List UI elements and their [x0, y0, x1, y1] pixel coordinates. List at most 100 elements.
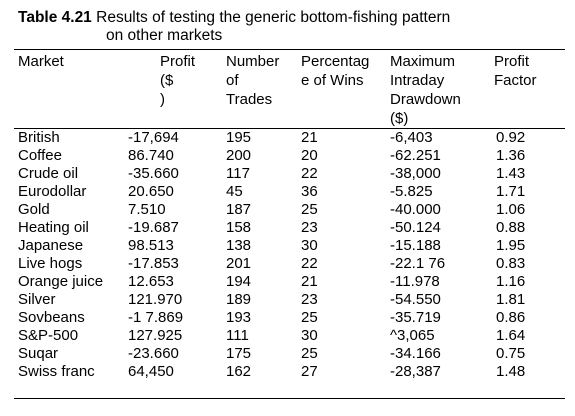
- table-header: Market Profit ($ ) Number of Trades Perc…: [0, 52, 575, 126]
- cell-percentage-of-wins: 30: [301, 237, 318, 254]
- table-row: British -17,694 195 21 -6,403 0.92: [0, 129, 575, 147]
- cell-percentage-of-wins: 21: [301, 273, 318, 290]
- cell-max-intraday-drawdown: -50.124: [390, 219, 441, 236]
- table-row: Gold 7.510 187 25 -40.000 1.06: [0, 201, 575, 219]
- cell-profit: -17.853: [128, 255, 179, 272]
- cell-profit: 127.925: [128, 327, 183, 344]
- table-row: Sovbeans -1 7.869 193 25 -35.719 0.86: [0, 309, 575, 327]
- cell-percentage-of-wins: 25: [301, 309, 318, 326]
- cell-number-of-trades: 138: [226, 237, 252, 254]
- cell-number-of-trades: 195: [226, 129, 252, 146]
- cell-max-intraday-drawdown: -11.978: [390, 273, 440, 290]
- table-row: S&P-500 127.925 111 30 ^3,065 1.64: [0, 327, 575, 345]
- table-row: Heating oil -19.687 158 23 -50.124 0.88: [0, 219, 575, 237]
- table-row: Suqar -23.660 175 25 -34.166 0.75: [0, 345, 575, 363]
- table-row: Silver 121.970 189 23 -54.550 1.81: [0, 291, 575, 309]
- cell-market: British: [18, 129, 60, 146]
- cell-percentage-of-wins: 30: [301, 327, 318, 344]
- table-row: Japanese 98.513 138 30 -15.188 1.95: [0, 237, 575, 255]
- cell-number-of-trades: 193: [226, 309, 252, 326]
- cell-profit: -19.687: [128, 219, 179, 236]
- cell-percentage-of-wins: 23: [301, 219, 318, 236]
- cell-market: Suqar: [18, 345, 59, 362]
- cell-max-intraday-drawdown: -5.825: [390, 183, 433, 200]
- top-rule: [14, 49, 565, 50]
- cell-profit: -23.660: [128, 345, 179, 362]
- cell-max-intraday-drawdown: ^3,065: [390, 327, 435, 344]
- caption-line-1: Table 4.21 Results of testing the generi…: [18, 9, 558, 27]
- table-row: Coffee 86.740 200 20 -62.251 1.36: [0, 147, 575, 165]
- cell-market: Orange juice: [18, 273, 104, 290]
- table-row: Crude oil -35.660 117 22 -38,000 1.43: [0, 165, 575, 183]
- header-max-intraday-drawdown: Maximum Intraday Drawdown ($): [390, 53, 461, 126]
- cell-max-intraday-drawdown: -6,403: [390, 129, 433, 146]
- cell-profit: 98.513: [128, 237, 174, 254]
- cell-profit: 12.653: [128, 273, 174, 290]
- cell-percentage-of-wins: 25: [301, 201, 318, 218]
- cell-profit-factor: 1.95: [496, 237, 526, 254]
- cell-profit-factor: 1.64: [496, 327, 526, 344]
- cell-profit: 64,450: [128, 363, 174, 380]
- cell-number-of-trades: 158: [226, 219, 252, 236]
- cell-market: Gold: [18, 201, 50, 218]
- cell-profit-factor: 1.36: [496, 147, 526, 164]
- cell-profit-factor: 1.48: [496, 363, 526, 380]
- table-caption: Table 4.21 Results of testing the generi…: [18, 9, 558, 45]
- cell-profit: -1 7.869: [128, 309, 184, 326]
- cell-percentage-of-wins: 23: [301, 291, 318, 308]
- cell-market: Coffee: [18, 147, 62, 164]
- cell-max-intraday-drawdown: -62.251: [390, 147, 441, 164]
- cell-market: Japanese: [18, 237, 84, 254]
- cell-percentage-of-wins: 36: [301, 183, 318, 200]
- cell-percentage-of-wins: 21: [301, 129, 318, 146]
- cell-number-of-trades: 111: [226, 327, 249, 344]
- cell-number-of-trades: 175: [226, 345, 252, 362]
- cell-max-intraday-drawdown: -54.550: [390, 291, 441, 308]
- cell-market: Eurodollar: [18, 183, 87, 200]
- cell-profit: 20.650: [128, 183, 174, 200]
- table-row: Eurodollar 20.650 45 36 -5.825 1.71: [0, 183, 575, 201]
- header-number-of-trades: Number of Trades: [226, 53, 280, 108]
- bottom-rule: [14, 398, 565, 399]
- table-body: British -17,694 195 21 -6,403 0.92 Coffee 86.74…: [0, 129, 575, 381]
- cell-market: S&P-500: [18, 327, 79, 344]
- cell-market: Heating oil: [18, 219, 89, 236]
- cell-profit-factor: 0.75: [496, 345, 526, 362]
- table-row: Live hogs -17.853 201 22 -22.1 76 0.83: [0, 255, 575, 273]
- cell-profit-factor: 1.06: [496, 201, 526, 218]
- cell-market: Live hogs: [18, 255, 83, 272]
- table-label: Table 4.21: [18, 9, 92, 26]
- cell-max-intraday-drawdown: -34.166: [390, 345, 441, 362]
- cell-profit-factor: 1.71: [496, 183, 526, 200]
- header-market: Market: [18, 53, 64, 70]
- table-row: Swiss franc 64,450 162 27 -28,387 1.48: [0, 363, 575, 381]
- cell-profit-factor: 0.83: [496, 255, 526, 272]
- cell-max-intraday-drawdown: -38,000: [390, 165, 441, 182]
- cell-max-intraday-drawdown: -40.000: [390, 201, 441, 218]
- cell-percentage-of-wins: 27: [301, 363, 318, 380]
- cell-number-of-trades: 187: [226, 201, 252, 218]
- cell-profit-factor: 1.16: [496, 273, 526, 290]
- cell-market: Silver: [18, 291, 56, 308]
- cell-market: Swiss franc: [18, 363, 95, 380]
- cell-market: Sovbeans: [18, 309, 85, 326]
- cell-profit-factor: 1.81: [496, 291, 526, 308]
- cell-percentage-of-wins: 25: [301, 345, 318, 362]
- cell-number-of-trades: 200: [226, 147, 252, 164]
- cell-number-of-trades: 201: [226, 255, 252, 272]
- cell-max-intraday-drawdown: -22.1 76: [390, 255, 446, 272]
- cell-percentage-of-wins: 22: [301, 255, 318, 272]
- cell-percentage-of-wins: 20: [301, 147, 318, 164]
- cell-max-intraday-drawdown: -28,387: [390, 363, 441, 380]
- cell-number-of-trades: 189: [226, 291, 252, 308]
- cell-profit-factor: 0.92: [496, 129, 526, 146]
- table-title-continued: on other markets: [106, 27, 223, 44]
- header-rule: [14, 128, 565, 129]
- cell-profit-factor: 0.86: [496, 309, 526, 326]
- header-profit-factor: Profit Factor: [494, 53, 537, 89]
- cell-max-intraday-drawdown: -15.188: [390, 237, 441, 254]
- table-row: Orange juice 12.653 194 21 -11.978 1.16: [0, 273, 575, 291]
- cell-profit-factor: 1.43: [496, 165, 526, 182]
- cell-profit: -17,694: [128, 129, 179, 146]
- cell-profit-factor: 0.88: [496, 219, 526, 236]
